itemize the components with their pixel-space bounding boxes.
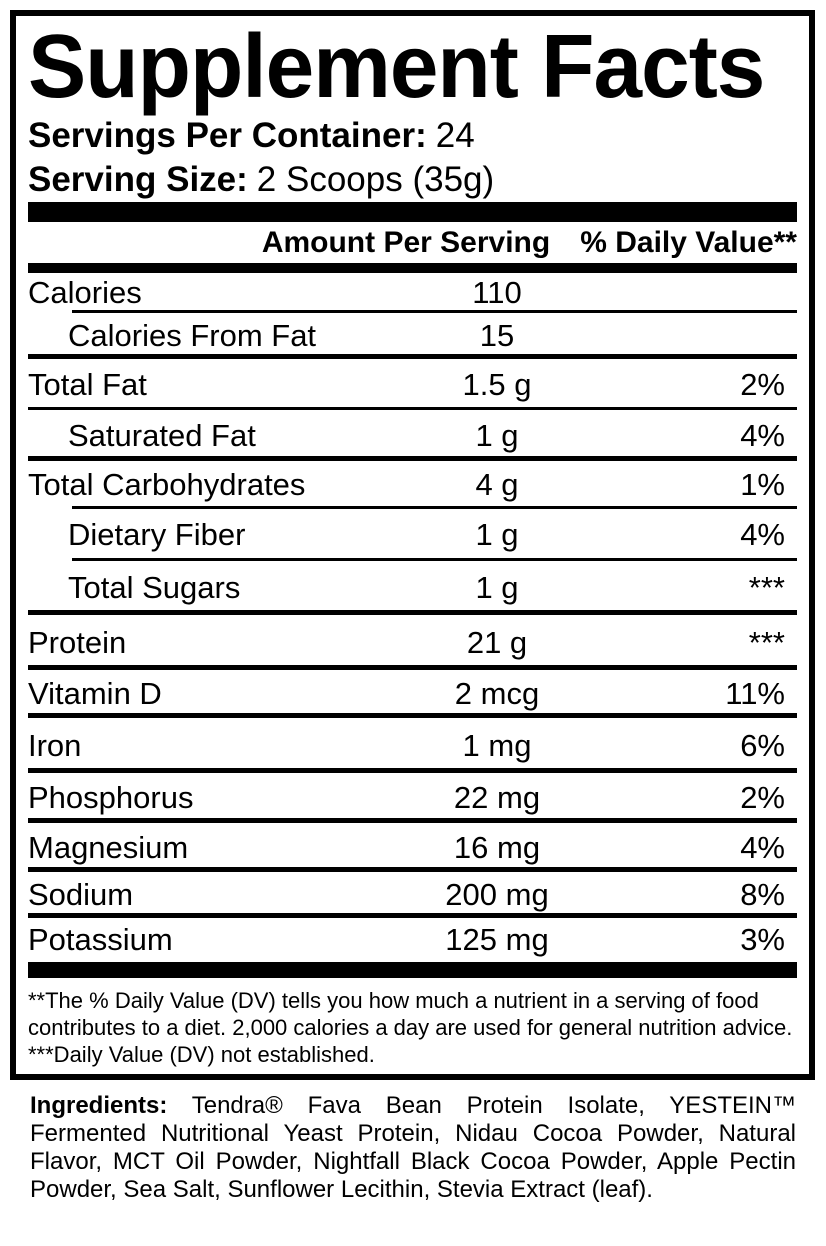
nutrient-amount: 1 g — [475, 570, 519, 605]
nutrient-amount: 22 mg — [453, 780, 541, 815]
nutrient-amount: 4 g — [475, 467, 519, 502]
nutrient-amount: 1.5 g — [462, 366, 532, 402]
table-header-row: Amount Per Serving % Daily Value** — [28, 222, 797, 263]
nutrient-table: Calories 110 Calories From Fat 15 Total … — [28, 273, 797, 962]
servings-per-container-label: Servings Per Container: — [28, 116, 427, 155]
table-row: Total Sugars 1 g *** — [28, 561, 797, 615]
ingredients-line: Flavor, MCT Oil Powder, Nightfall Black … — [30, 1148, 796, 1175]
nutrient-amount: 200 mg — [445, 877, 549, 912]
nutrient-daily-value: 2% — [740, 366, 785, 402]
nutrient-daily-value: 4% — [740, 517, 785, 552]
amount-per-serving-header: Amount Per Serving — [261, 225, 551, 259]
serving-size-value: 2 Scoops (35g) — [256, 160, 495, 199]
table-row: Phosphorus 22 mg 2% — [28, 773, 797, 823]
ingredients-line: Fermented Nutritional Yeast Protein, Nid… — [30, 1120, 796, 1147]
table-row: Magnesium 16 mg 4% — [28, 823, 797, 872]
nutrient-daily-value: *** — [748, 624, 785, 660]
ingredients-text: Tendra® Fava Bean Protein Isolate, YESTE… — [191, 1092, 796, 1119]
ingredients-section: Ingredients: Tendra® Fava Bean Protein I… — [30, 1092, 796, 1204]
table-row: Sodium 200 mg 8% — [28, 872, 797, 918]
table-row: Calories 110 — [28, 273, 797, 313]
ingredients-line: Ingredients: Tendra® Fava Bean Protein I… — [30, 1092, 796, 1120]
table-row: Dietary Fiber 1 g 4% — [28, 509, 797, 561]
nutrient-daily-value: 3% — [740, 922, 785, 957]
nutrient-name: Saturated Fat — [68, 417, 256, 453]
nutrient-daily-value: *** — [748, 570, 785, 605]
table-row: Vitamin D 2 mcg 11% — [28, 670, 797, 718]
footnotes: **The % Daily Value (DV) tells you how m… — [28, 978, 797, 1074]
nutrient-amount: 21 g — [466, 624, 528, 660]
nutrient-amount: 15 — [479, 318, 515, 353]
nutrient-amount: 1 g — [475, 517, 519, 552]
nutrient-daily-value: 4% — [740, 829, 785, 865]
table-row: Saturated Fat 1 g 4% — [28, 410, 797, 461]
serving-size-label: Serving Size: — [28, 160, 248, 199]
serving-info: Servings Per Container: 24 Serving Size: 2… — [28, 114, 797, 202]
nutrient-amount: 1 g — [475, 417, 519, 453]
table-row: Iron 1 mg 6% — [28, 718, 797, 773]
table-row: Protein 21 g *** — [28, 615, 797, 670]
nutrient-name: Potassium — [28, 922, 173, 957]
nutrient-name: Iron — [28, 727, 82, 763]
servings-per-container: Servings Per Container: 24 — [28, 114, 797, 158]
nutrient-name: Phosphorus — [28, 780, 194, 815]
table-row: Total Carbohydrates 4 g 1% — [28, 461, 797, 509]
nutrient-name: Sodium — [28, 877, 134, 912]
nutrient-name: Total Sugars — [68, 570, 241, 605]
nutrient-amount: 1 mg — [462, 727, 532, 763]
thick-rule-top — [28, 202, 797, 222]
daily-value-header: % Daily Value** — [580, 225, 797, 259]
daily-value-footnote: **The % Daily Value (DV) tells you how m… — [28, 988, 793, 1040]
nutrient-amount: 110 — [472, 275, 522, 310]
nutrient-daily-value: 1% — [740, 467, 785, 502]
servings-per-container-value: 24 — [435, 116, 475, 155]
nutrient-name: Protein — [28, 624, 127, 660]
nutrient-amount: 2 mcg — [454, 676, 540, 711]
header-rule — [28, 263, 797, 273]
nutrient-daily-value: 4% — [740, 417, 785, 453]
nutrient-daily-value: 2% — [740, 780, 785, 815]
nutrient-daily-value: 6% — [740, 727, 785, 763]
table-row: Potassium 125 mg 3% — [28, 918, 797, 962]
table-row: Calories From Fat 15 — [28, 313, 797, 359]
panel-title: Supplement Facts — [28, 17, 765, 117]
nutrient-daily-value: 11% — [725, 676, 785, 711]
nutrient-name: Dietary Fiber — [68, 517, 246, 552]
supplement-facts-panel: Supplement Facts Servings Per Container:… — [10, 10, 815, 1080]
nutrient-name: Magnesium — [28, 829, 189, 865]
nutrient-name: Total Fat — [28, 366, 147, 402]
nutrient-name: Calories — [28, 275, 142, 310]
nutrient-amount: 16 mg — [453, 829, 541, 865]
ingredients-label: Ingredients: — [30, 1092, 168, 1119]
serving-size: Serving Size: 2 Scoops (35g) — [28, 158, 797, 202]
nutrient-daily-value: 8% — [740, 877, 785, 912]
table-row: Total Fat 1.5 g 2% — [28, 359, 797, 410]
nutrient-name: Vitamin D — [28, 676, 162, 711]
nutrient-name: Total Carbohydrates — [28, 467, 306, 502]
nutrient-name: Calories From Fat — [68, 318, 317, 353]
ingredients-line: Powder, Sea Salt, Sunflower Lecithin, St… — [30, 1176, 653, 1203]
not-established-footnote: ***Daily Value (DV) not established. — [28, 1042, 375, 1067]
nutrient-amount: 125 mg — [445, 922, 549, 957]
thick-rule-bottom — [28, 962, 797, 978]
